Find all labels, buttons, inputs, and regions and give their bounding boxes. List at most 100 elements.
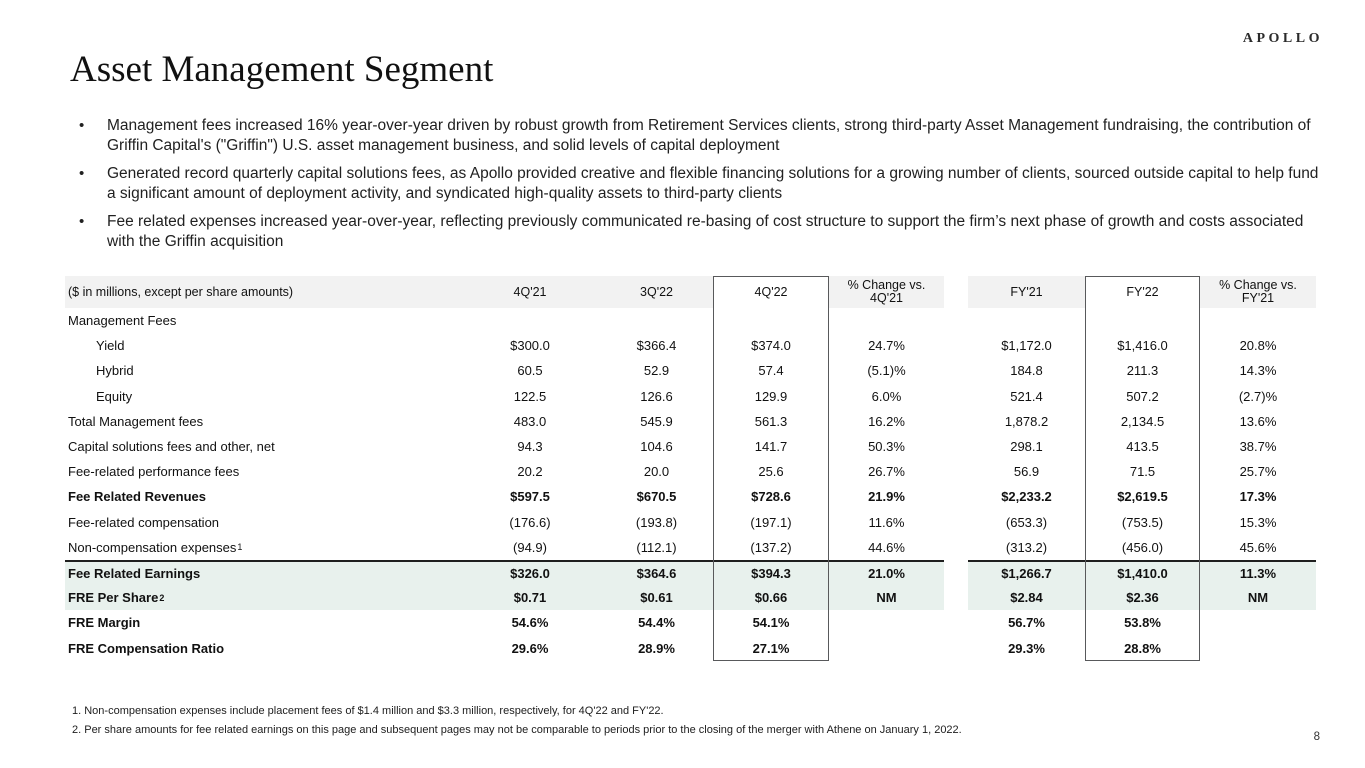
column-gap: [944, 358, 968, 384]
unit-label: ($ in millions, except per share amounts…: [65, 276, 460, 308]
table-cell: $366.4: [636, 338, 677, 354]
col-header: % Change vs. FY'21: [1200, 276, 1316, 308]
table-cell: 71.5: [1129, 464, 1156, 480]
row-label: Fee Related Earnings: [65, 559, 460, 586]
table-cell: 54.6%: [511, 615, 549, 631]
bullet-item: Generated record quarterly capital solut…: [70, 164, 1322, 203]
table-cell: (753.5): [1121, 514, 1164, 530]
table-cell: 16.2%: [868, 413, 905, 429]
bullet-item: Management fees increased 16% year-over-…: [70, 116, 1322, 155]
table-cell: 17.3%: [1239, 489, 1277, 505]
row-label: FRE Margin: [68, 615, 141, 631]
table-cell: 507.2: [1126, 388, 1159, 404]
table-cell: 20.2: [517, 464, 543, 480]
table-cell: 29.6%: [511, 640, 549, 656]
table-cell: (456.0): [1121, 539, 1164, 555]
table-cell: 122.5: [513, 388, 547, 404]
row-label: Non-compensation expenses 1: [68, 539, 243, 555]
column-gap: [944, 484, 968, 510]
table-cell: 211.3: [1126, 363, 1159, 379]
table-cell: [1200, 610, 1316, 635]
table-cell: 21.9%: [868, 489, 905, 505]
table-cell: 1,878.2: [1004, 413, 1049, 429]
page-number: 8: [1313, 731, 1320, 743]
column-gap: [944, 276, 968, 308]
row-label: Capital solutions fees and other, net: [68, 439, 275, 455]
table-cell: (176.6): [509, 514, 551, 530]
row-label: Equity: [96, 388, 133, 404]
table-cell: 24.7%: [868, 338, 905, 354]
table-cell: $1,416.0: [1117, 338, 1168, 354]
table-cell: $728.6: [751, 489, 791, 505]
table-cell: 56.9: [1013, 464, 1040, 480]
table-cell: 27.1%: [752, 640, 790, 656]
table-cell: 21.0%: [829, 559, 944, 586]
column-gap: [944, 308, 968, 334]
table-cell: 129.9: [754, 388, 788, 404]
column-gap: [944, 333, 968, 359]
row-label: Fee-related performance fees: [68, 464, 240, 480]
table-cell: 20.0: [643, 464, 670, 480]
column-gap: [944, 383, 968, 409]
table-cell: 13.6%: [1239, 413, 1277, 429]
table-cell: (5.1)%: [867, 363, 906, 379]
table-cell: 521.4: [1010, 388, 1043, 404]
table-cell: 545.9: [640, 413, 673, 429]
table-cell: [829, 635, 944, 660]
table-cell: 561.3: [754, 413, 788, 429]
table-cell: 54.1%: [752, 615, 790, 631]
table-cell: $670.5: [636, 489, 677, 505]
col-header: 3Q'22: [600, 276, 713, 308]
table-cell: (94.9): [513, 539, 547, 555]
column-gap: [944, 635, 968, 661]
table-cell: (2.7)%: [1238, 388, 1278, 404]
table-cell: 2,134.5: [1120, 413, 1165, 429]
table-cell: 50.3%: [868, 439, 905, 455]
table-cell: (313.2): [1005, 539, 1048, 555]
col-header: 4Q'22: [713, 276, 829, 308]
table-cell: $326.0: [460, 559, 600, 586]
row-label: Fee Related Revenues: [68, 489, 207, 505]
table-cell: [713, 308, 829, 333]
table-cell: $0.66: [713, 585, 829, 611]
table-cell: (197.1): [750, 514, 792, 530]
table-cell: [829, 610, 944, 635]
page-title: Asset Management Segment: [70, 49, 494, 90]
bullet-item: Fee related expenses increased year-over…: [70, 212, 1322, 251]
table-cell: [1200, 308, 1316, 333]
table-cell: $0.71: [460, 585, 600, 611]
table-cell: $0.61: [600, 585, 713, 611]
table-cell: $2,233.2: [1001, 489, 1052, 505]
column-gap: [944, 459, 968, 485]
table-cell: [460, 308, 600, 333]
table-cell: 26.7%: [868, 464, 905, 480]
table-cell: 52.9: [643, 363, 670, 379]
table-cell: $364.6: [600, 559, 713, 586]
footnote-line: 1. Non-compensation expenses include pla…: [72, 705, 664, 717]
table-cell: $394.3: [713, 559, 829, 586]
col-header: 4Q'21: [460, 276, 600, 308]
table-cell: 44.6%: [868, 539, 905, 555]
table-cell: 56.7%: [1008, 615, 1045, 631]
table-cell: 11.3%: [1200, 559, 1316, 586]
table-cell: $597.5: [510, 489, 550, 505]
table-cell: $2.84: [968, 585, 1085, 611]
table-cell: 298.1: [1010, 439, 1043, 455]
table-cell: 94.3: [517, 439, 543, 455]
table-cell: (193.8): [635, 514, 678, 530]
table-cell: $2.36: [1085, 585, 1200, 611]
table-cell: $1,266.7: [968, 559, 1085, 586]
table-cell: 14.3%: [1239, 363, 1277, 379]
footnotes: 1. Non-compensation expenses include pla…: [72, 702, 962, 740]
table-cell: 6.0%: [871, 388, 902, 404]
col-header: FY'22: [1085, 276, 1200, 308]
table-cell: 20.8%: [1239, 338, 1277, 354]
table-cell: (112.1): [636, 539, 677, 555]
table-cell: $2,619.5: [1117, 489, 1168, 505]
table-cell: 54.4%: [638, 615, 675, 631]
row-label: Hybrid: [96, 363, 134, 379]
column-gap: [944, 509, 968, 535]
financials-table: ($ in millions, except per share amounts…: [65, 276, 1316, 661]
table-cell: 25.6: [758, 464, 784, 480]
